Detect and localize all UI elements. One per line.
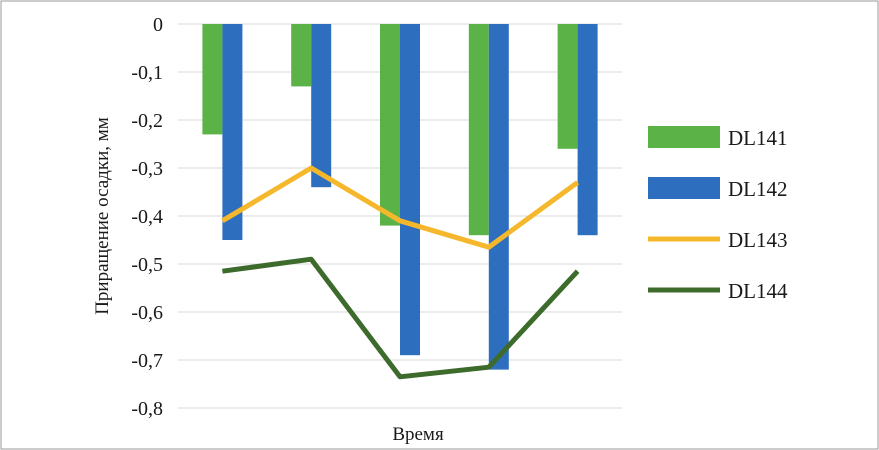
legend-swatch-dl142 (648, 177, 720, 199)
line-dl144 (222, 256, 580, 380)
legend-label-dl142: DL142 (728, 177, 788, 201)
legend-label-dl141: DL141 (728, 126, 788, 150)
y-tick-label: -0,6 (131, 302, 163, 324)
y-tick-label: -0,7 (131, 350, 163, 372)
y-tick-label: -0,4 (131, 206, 163, 228)
y-tick-label: -0,5 (131, 254, 163, 276)
y-tick-labels: 0 -0,1 -0,2 -0,3 -0,4 -0,5 -0,6 -0,7 -0,8 (131, 14, 163, 420)
legend-swatch-dl141 (648, 126, 720, 148)
bar-dl141-5 (557, 24, 578, 149)
x-axis-title: Время (392, 424, 444, 445)
legend: DL141 DL142 DL143 DL144 (648, 126, 788, 303)
y-tick-label: -0,8 (131, 398, 163, 420)
bar-dl141-3 (380, 24, 400, 226)
bar-dl141-1 (202, 24, 223, 135)
bar-dl142-2 (311, 24, 332, 188)
bar-dl142-5 (577, 24, 598, 236)
bar-dl141-4 (468, 24, 489, 236)
y-tick-label: -0,3 (131, 158, 163, 180)
bar-dl141-2 (291, 24, 312, 87)
y-tick-label: -0,2 (131, 110, 163, 132)
legend-label-dl143: DL143 (728, 228, 788, 252)
bar-dl142-3 (400, 24, 420, 356)
bars-group (202, 24, 598, 370)
y-tick-label: -0,1 (131, 62, 163, 84)
line-dl143 (221, 165, 580, 250)
legend-label-dl144: DL144 (728, 279, 788, 303)
bar-dl142-4 (488, 24, 509, 370)
y-tick-label: 0 (153, 14, 163, 36)
y-axis-title: Приращение осадки, мм (92, 117, 113, 315)
bar-dl142-1 (222, 24, 243, 240)
lines-group (221, 165, 580, 380)
